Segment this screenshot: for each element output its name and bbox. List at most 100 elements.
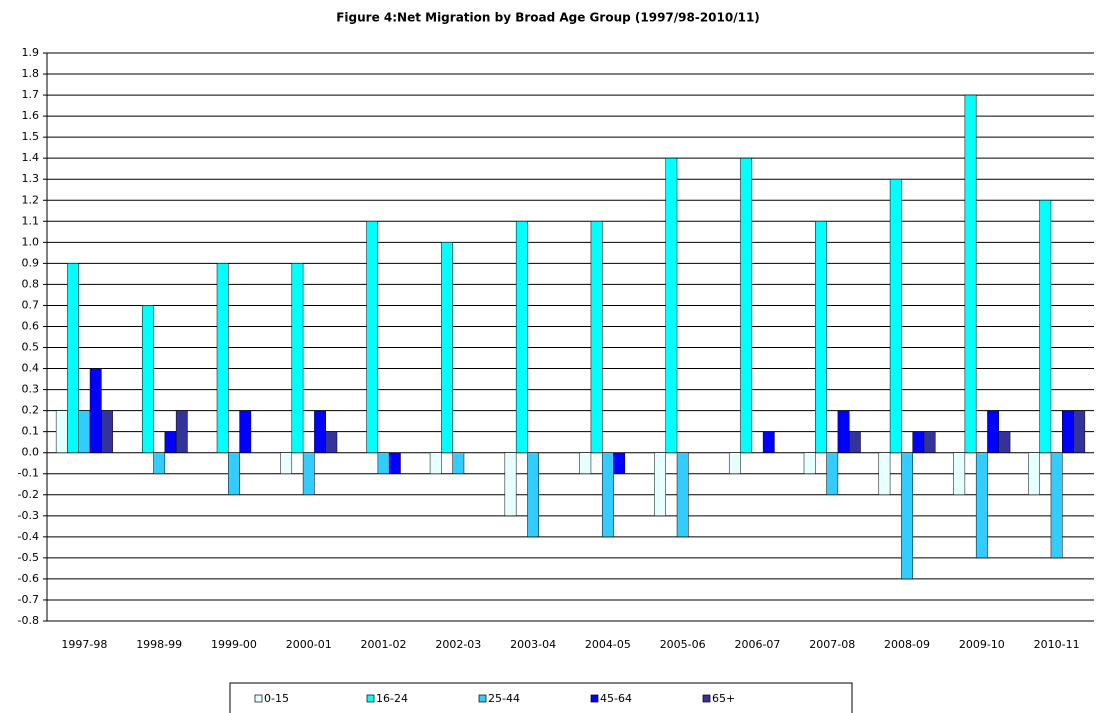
y-tick-label: 0.7 <box>22 298 40 311</box>
legend-swatch <box>478 694 487 703</box>
y-tick-label: -0.6 <box>18 572 39 585</box>
bar <box>998 431 1011 453</box>
x-tick-label: 2009-10 <box>959 638 1005 651</box>
y-tick-label: 0.2 <box>22 404 40 417</box>
y-tick-label: 1.2 <box>22 193 40 206</box>
legend-label: 16-24 <box>376 692 408 705</box>
bar <box>728 452 741 474</box>
x-tick-label: 1998-99 <box>136 638 182 651</box>
y-tick-label: 1.7 <box>22 88 40 101</box>
legend-swatch <box>254 694 263 703</box>
y-tick-label: 1.8 <box>22 67 40 80</box>
bar <box>504 452 517 517</box>
bar <box>527 452 540 538</box>
y-tick-label: -0.3 <box>18 509 39 522</box>
bar <box>889 178 902 453</box>
bar <box>314 410 326 453</box>
legend-swatch <box>702 694 711 703</box>
bar <box>848 431 861 453</box>
y-tick-label: -0.1 <box>18 467 39 480</box>
y-tick-label: 0.0 <box>22 446 40 459</box>
y-tick-label: -0.2 <box>18 488 39 501</box>
bar <box>89 368 102 453</box>
y-tick-label: 0.4 <box>22 362 40 375</box>
y-tick-label: 1.4 <box>22 151 40 164</box>
bar <box>654 452 666 517</box>
bar <box>55 410 68 453</box>
bar <box>452 452 465 474</box>
y-tick-label: 0.8 <box>22 277 40 290</box>
bar <box>676 452 689 538</box>
bar <box>1028 452 1040 496</box>
x-tick-label: 2007-08 <box>809 638 855 651</box>
y-tick-label: -0.7 <box>18 593 39 606</box>
bar <box>665 157 678 453</box>
y-tick-label: 1.5 <box>22 130 40 143</box>
bar <box>579 452 592 474</box>
x-tick-label: 2010-11 <box>1034 638 1080 651</box>
legend-box <box>229 682 853 713</box>
bar <box>302 452 315 496</box>
bar <box>239 410 252 453</box>
bar <box>613 452 626 474</box>
bar <box>388 452 401 474</box>
bar <box>377 452 390 474</box>
y-tick-label: 0.3 <box>22 383 40 396</box>
bar <box>953 452 966 496</box>
bar <box>815 221 827 453</box>
x-tick-label: 2006-07 <box>734 638 780 651</box>
bar <box>291 263 304 453</box>
legend-label: 0-15 <box>264 692 289 705</box>
y-tick-label: 1.1 <box>22 214 40 227</box>
bar <box>837 410 850 453</box>
bar <box>901 452 913 580</box>
bar <box>164 431 177 453</box>
bar <box>762 431 775 453</box>
x-tick-label: 2003-04 <box>510 638 556 651</box>
bar <box>975 452 988 559</box>
y-tick-label: 0.1 <box>22 425 40 438</box>
bar <box>964 94 977 453</box>
bar <box>228 452 240 496</box>
bar <box>153 452 166 474</box>
bar <box>878 452 891 496</box>
bar <box>280 452 293 474</box>
x-tick-label: 2008-09 <box>884 638 930 651</box>
y-tick-label: -0.5 <box>18 551 39 564</box>
x-tick-label: 1999-00 <box>211 638 257 651</box>
bar <box>1050 452 1063 559</box>
x-tick-label: 2000-01 <box>286 638 332 651</box>
bar <box>912 431 925 453</box>
y-tick-label: -0.8 <box>18 614 39 627</box>
x-tick-label: 2001-02 <box>361 638 407 651</box>
bar <box>987 410 1000 453</box>
bar <box>429 452 442 474</box>
y-tick-label: -0.4 <box>18 530 39 543</box>
y-tick-label: 1.6 <box>22 109 40 122</box>
bar <box>1039 200 1052 453</box>
bar <box>1062 410 1074 453</box>
bar <box>1073 410 1086 453</box>
bar <box>601 452 614 538</box>
bar <box>515 221 528 453</box>
x-tick-label: 2005-06 <box>660 638 706 651</box>
bar <box>78 410 91 453</box>
bar <box>175 410 188 453</box>
bar <box>826 452 839 496</box>
x-tick-label: 2004-05 <box>585 638 631 651</box>
bar <box>67 263 79 453</box>
y-tick-label: 0.5 <box>22 341 40 354</box>
bar <box>590 221 603 453</box>
bar <box>366 221 379 453</box>
y-tick-label: 0.9 <box>22 256 40 269</box>
legend-label: 25-44 <box>488 692 520 705</box>
bar <box>923 431 936 453</box>
bar <box>325 431 338 453</box>
y-tick-label: 1.0 <box>22 235 40 248</box>
legend-swatch <box>590 694 599 703</box>
bar <box>141 305 154 453</box>
legend-label: 45-64 <box>600 692 632 705</box>
bar <box>803 452 816 474</box>
